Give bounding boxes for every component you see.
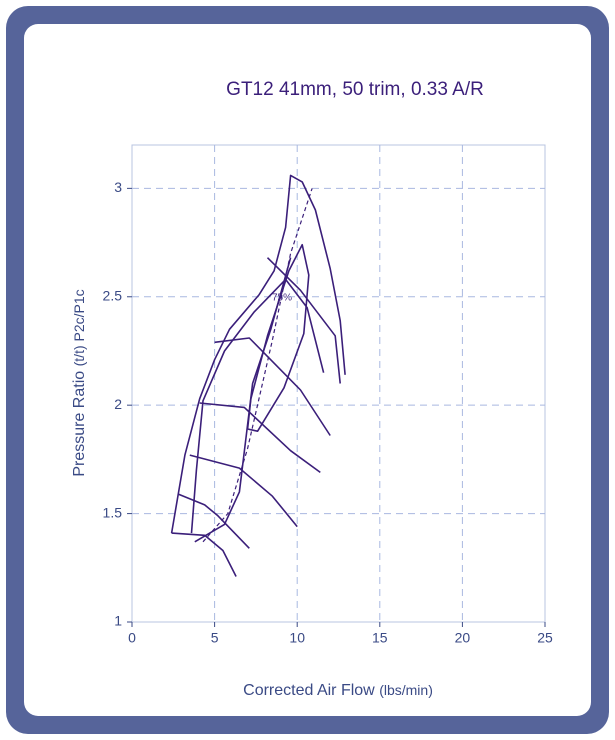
chart-title: GT12 41mm, 50 trim, 0.33 A/R	[226, 79, 484, 100]
x-tick-label: 25	[537, 630, 553, 646]
y-tick-label: 2	[114, 396, 122, 412]
x-label-unit: (lbs/min)	[379, 682, 433, 698]
panel	[24, 24, 591, 716]
y-tick-label: 1	[114, 613, 122, 629]
annotation: 75%	[272, 293, 292, 304]
y-axis-label: Pressure Ratio (t/t) P2c/P1c	[71, 289, 89, 476]
map-curve	[189, 454, 298, 528]
y-tick-label: 1.5	[103, 504, 123, 520]
x-tick-label: 5	[211, 630, 219, 646]
x-tick-label: 20	[455, 630, 471, 646]
x-tick-label: 10	[289, 630, 305, 646]
x-tick-label: 0	[128, 630, 136, 646]
map-curve	[170, 174, 346, 534]
map-curve	[199, 402, 321, 474]
map-curve	[266, 257, 341, 384]
x-tick-label: 15	[372, 630, 388, 646]
map-curve	[202, 188, 313, 543]
map-curve	[171, 532, 237, 577]
y-tick-label: 3	[114, 179, 122, 195]
map-curve	[246, 243, 310, 432]
map-curve	[190, 278, 325, 534]
x-label: Corrected Air Flow	[243, 682, 375, 699]
y-label: Pressure Ratio	[71, 371, 88, 477]
y-label-unit: (t/t) P2c/P1c	[71, 289, 87, 366]
map-curve	[194, 257, 292, 543]
map-curve	[177, 493, 250, 549]
x-axis-label: Corrected Air Flow (lbs/min)	[243, 682, 433, 700]
map-curve	[214, 337, 331, 436]
plot-border	[131, 144, 546, 623]
y-tick-label: 2.5	[103, 287, 123, 303]
